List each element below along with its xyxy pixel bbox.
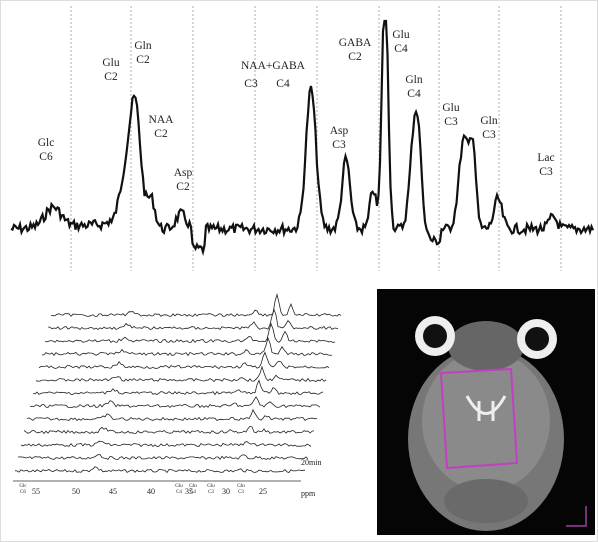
peak-label: C3 <box>244 78 258 90</box>
stack-trace <box>14 466 306 474</box>
peak-label: C3 <box>539 166 553 178</box>
x-tick-label: 30 <box>222 487 230 496</box>
peak-label: Asp <box>174 167 193 179</box>
stack-trace <box>48 308 339 331</box>
stack-trace <box>17 454 309 460</box>
small-label: Glu <box>175 484 183 489</box>
peak-label: C4 <box>394 43 408 55</box>
peak-label: Glu <box>102 57 120 69</box>
x-tick-label: 55 <box>32 487 40 496</box>
small-label: C4 <box>176 490 182 495</box>
peak-label: C2 <box>176 181 190 193</box>
peak-label: C2 <box>136 54 150 66</box>
axis-unit: ppm <box>301 489 316 498</box>
guide-lines <box>70 6 562 271</box>
stack-trace <box>35 365 327 383</box>
peak-label: Gln <box>134 40 152 52</box>
peak-label: C2 <box>104 71 118 83</box>
stack-trace <box>23 425 315 435</box>
time-label: 20min <box>301 458 321 467</box>
small-label: C3 <box>208 490 214 495</box>
spectrum <box>10 19 595 257</box>
stack-trace <box>44 322 336 343</box>
peak-label: C3 <box>332 139 346 151</box>
stack-trace <box>50 292 342 317</box>
peak-label: Lac <box>537 152 554 164</box>
peak-label: C6 <box>39 151 53 163</box>
small-label: Gln <box>189 484 197 489</box>
small-label: Gln <box>237 484 245 489</box>
stack-trace <box>41 336 333 357</box>
x-tick-label: 50 <box>72 487 80 496</box>
peak-label: C2 <box>154 128 168 140</box>
stack-trace <box>20 440 312 448</box>
x-tick-label: 45 <box>109 487 117 496</box>
small-label: Glc <box>19 484 27 489</box>
x-tick-label: 25 <box>259 487 267 496</box>
stack-trace <box>29 396 321 409</box>
peak-label: Glu <box>442 102 460 114</box>
stacked-spectra <box>14 292 342 474</box>
x-tick-label: 40 <box>147 487 155 496</box>
stack-trace <box>26 408 318 422</box>
small-label: Glu <box>207 484 215 489</box>
small-label: C3 <box>238 490 244 495</box>
peak-label: Glc <box>38 137 55 149</box>
x-tick-label: 35 <box>185 487 193 496</box>
peak-label: C3 <box>482 129 496 141</box>
stack-trace <box>32 379 324 396</box>
peak-label: C2 <box>348 51 362 63</box>
peak-label: NAA <box>149 114 175 126</box>
peak-label: Asp <box>330 125 349 137</box>
peak-label: Gln <box>405 74 423 86</box>
peak-label: Glu <box>392 29 410 41</box>
brain-image <box>377 289 595 535</box>
stack-trace <box>38 351 330 369</box>
peak-label: Gln <box>480 115 498 127</box>
peak-label: C4 <box>276 78 290 90</box>
small-label: C4 <box>190 490 196 495</box>
small-label: C6 <box>20 490 26 495</box>
peak-label: NAA+GABA <box>241 60 306 72</box>
peak-label: C3 <box>444 116 458 128</box>
peak-label: GABA <box>339 37 372 49</box>
peak-label: C4 <box>407 88 421 100</box>
